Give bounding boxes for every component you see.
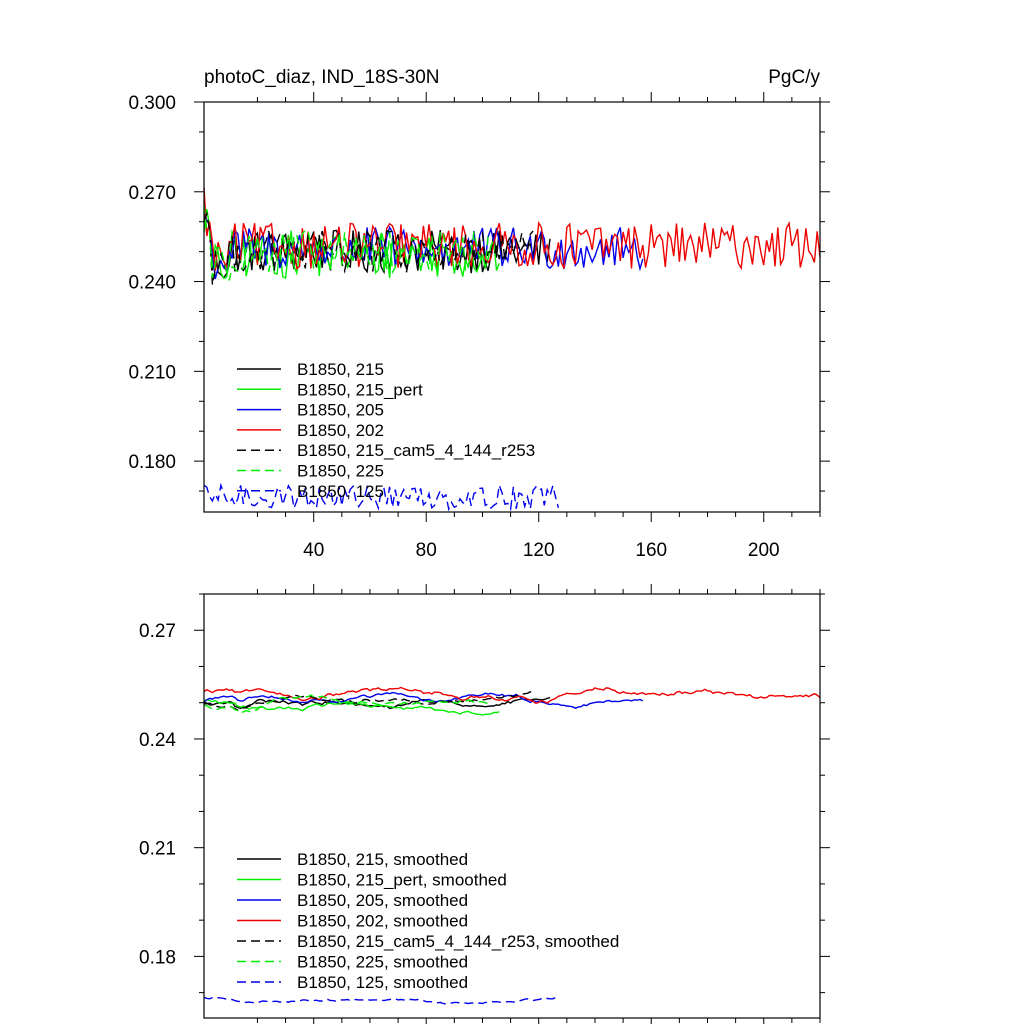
bottom-y-tick-label: 0.27 — [139, 621, 176, 642]
bottom-legend: B1850, 215, smoothed B1850, 215_pert, smo… — [237, 850, 619, 992]
top-axes: 40 80 120 160 200 0.180 0.210 0.240 0.270 0.300 — [128, 92, 830, 561]
top-legend-label-6: B1850, 125 — [297, 482, 384, 501]
top-series-line-6 — [203, 482, 560, 512]
top-x-tick-label: 40 — [303, 540, 324, 561]
bottom-series-line-3 — [203, 686, 821, 705]
bottom-series-line-5 — [203, 694, 489, 715]
bottom-legend-label-1: B1850, 215_pert, smoothed — [297, 871, 507, 890]
bottom-panel: B1850, 215, smoothed B1850, 215_pert, smo… — [139, 584, 830, 1024]
top-legend-label-0: B1850, 215 — [297, 360, 384, 379]
bottom-legend-label-0: B1850, 215, smoothed — [297, 850, 468, 869]
bottom-series-group — [203, 686, 821, 1005]
top-y-tick-label: 0.300 — [128, 93, 176, 114]
top-legend-label-1: B1850, 215_pert — [297, 380, 423, 399]
top-panel-title: photoC_diaz, IND_18S-30N — [204, 67, 440, 88]
top-x-tick-label: 80 — [416, 540, 437, 561]
bottom-series-line-4 — [203, 691, 534, 712]
top-x-tick-label: 160 — [635, 540, 667, 561]
top-legend-label-3: B1850, 202 — [297, 421, 384, 440]
bottom-legend-label-3: B1850, 202, smoothed — [297, 912, 468, 931]
bottom-y-tick-label: 0.18 — [139, 947, 176, 968]
top-y-tick-label: 0.240 — [128, 273, 176, 294]
bottom-y-tick-label: 0.21 — [139, 839, 176, 860]
bottom-axes: 0.18 0.21 0.24 0.27 — [139, 584, 830, 1024]
top-x-tick-label: 200 — [748, 540, 780, 561]
top-legend-label-4: B1850, 215_cam5_4_144_r253 — [297, 441, 535, 460]
top-series-group — [203, 187, 821, 512]
top-y-tick-label: 0.180 — [128, 452, 176, 473]
bottom-legend-label-6: B1850, 125, smoothed — [297, 973, 468, 992]
top-plot-frame — [203, 101, 821, 513]
bottom-plot-frame — [203, 593, 821, 1019]
bottom-series-line-6 — [203, 996, 559, 1005]
bottom-series-line-2 — [203, 691, 644, 709]
top-legend-label-5: B1850, 225 — [297, 462, 384, 481]
top-panel: photoC_diaz, IND_18S-30N PgC/y B1850, 21… — [128, 67, 830, 561]
top-legend-label-2: B1850, 205 — [297, 401, 384, 420]
top-x-tick-label: 120 — [523, 540, 555, 561]
top-y-tick-label: 0.210 — [128, 362, 176, 383]
top-series-line-5 — [203, 205, 489, 281]
top-series-line-4 — [203, 211, 534, 286]
bottom-y-tick-label: 0.24 — [139, 730, 176, 751]
bottom-series-line-1 — [203, 699, 500, 716]
bottom-legend-label-2: B1850, 205, smoothed — [297, 891, 468, 910]
bottom-legend-label-5: B1850, 225, smoothed — [297, 953, 468, 972]
top-y-tick-label: 0.270 — [128, 183, 176, 204]
top-panel-units: PgC/y — [768, 67, 820, 88]
bottom-legend-label-4: B1850, 215_cam5_4_144_r253, smoothed — [297, 932, 619, 951]
